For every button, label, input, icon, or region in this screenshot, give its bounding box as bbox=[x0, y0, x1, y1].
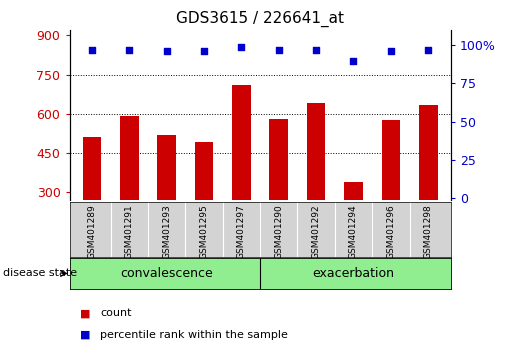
Text: percentile rank within the sample: percentile rank within the sample bbox=[100, 330, 288, 339]
Point bbox=[424, 47, 432, 53]
Bar bbox=[232, 85, 251, 200]
Point bbox=[349, 58, 357, 63]
Bar bbox=[157, 135, 176, 200]
Text: GSM401294: GSM401294 bbox=[349, 204, 358, 259]
Bar bbox=[120, 116, 139, 200]
Bar bbox=[382, 120, 400, 200]
Bar bbox=[195, 143, 213, 200]
Bar bbox=[269, 119, 288, 200]
Text: GSM401296: GSM401296 bbox=[386, 204, 396, 259]
Bar bbox=[419, 104, 438, 200]
Title: GDS3615 / 226641_at: GDS3615 / 226641_at bbox=[176, 11, 344, 27]
Text: GSM401290: GSM401290 bbox=[274, 204, 283, 259]
Text: GSM401295: GSM401295 bbox=[199, 204, 209, 259]
Bar bbox=[307, 103, 325, 200]
Text: convalescence: convalescence bbox=[121, 267, 213, 280]
Text: GSM401298: GSM401298 bbox=[424, 204, 433, 259]
Text: count: count bbox=[100, 308, 132, 318]
Point bbox=[88, 47, 96, 53]
Text: disease state: disease state bbox=[3, 268, 77, 279]
Point bbox=[163, 48, 171, 54]
Point bbox=[125, 47, 133, 53]
Text: exacerbation: exacerbation bbox=[313, 267, 394, 280]
Text: GSM401291: GSM401291 bbox=[125, 204, 134, 259]
Text: ■: ■ bbox=[80, 330, 90, 339]
Text: GSM401293: GSM401293 bbox=[162, 204, 171, 259]
Text: ■: ■ bbox=[80, 308, 90, 318]
Point bbox=[387, 48, 395, 54]
Point bbox=[274, 47, 283, 53]
Bar bbox=[344, 182, 363, 200]
Text: GSM401297: GSM401297 bbox=[237, 204, 246, 259]
Text: GSM401292: GSM401292 bbox=[312, 204, 321, 259]
Point bbox=[200, 48, 208, 54]
Bar bbox=[82, 137, 101, 200]
Point bbox=[312, 47, 320, 53]
Point bbox=[237, 44, 246, 50]
Text: GSM401289: GSM401289 bbox=[88, 204, 96, 259]
